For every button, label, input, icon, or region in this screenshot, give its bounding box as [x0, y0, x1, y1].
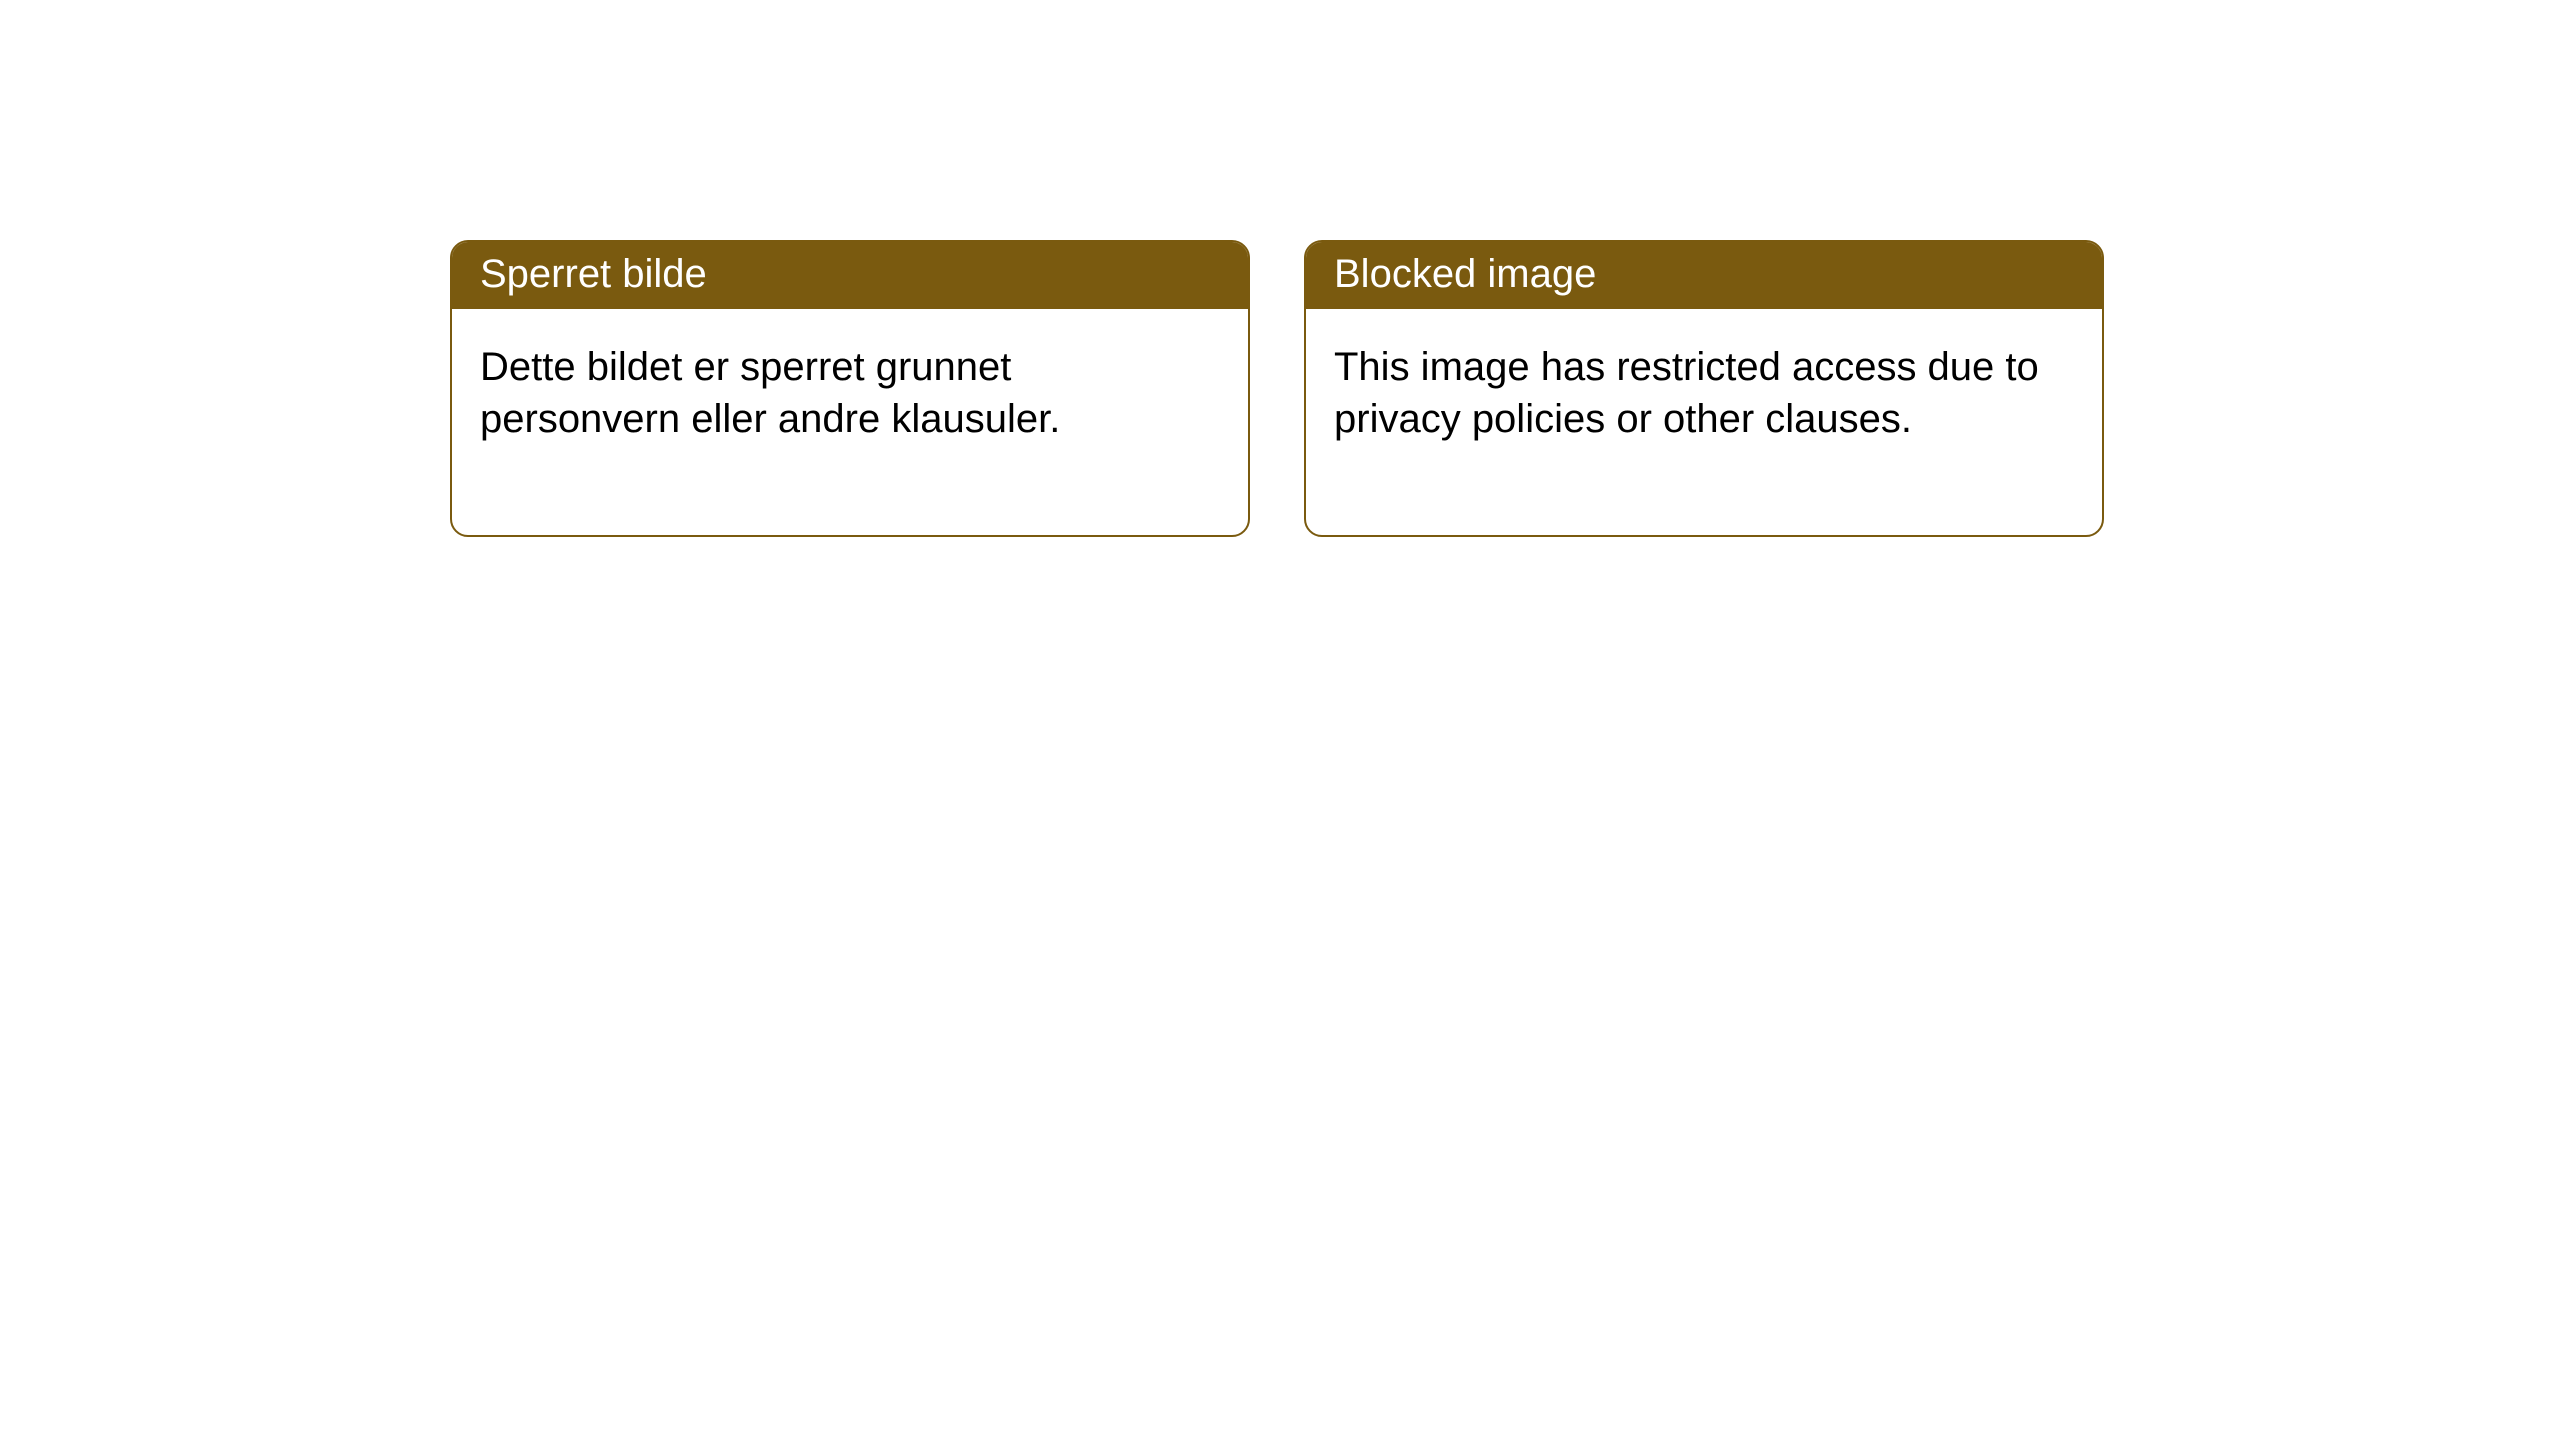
notice-card-body: Dette bildet er sperret grunnet personve… — [452, 309, 1248, 535]
notice-card-title: Sperret bilde — [452, 242, 1248, 309]
notice-card-norwegian: Sperret bilde Dette bildet er sperret gr… — [450, 240, 1250, 537]
blocked-image-notices: Sperret bilde Dette bildet er sperret gr… — [450, 240, 2104, 537]
notice-card-title: Blocked image — [1306, 242, 2102, 309]
notice-card-body: This image has restricted access due to … — [1306, 309, 2102, 535]
notice-card-english: Blocked image This image has restricted … — [1304, 240, 2104, 537]
